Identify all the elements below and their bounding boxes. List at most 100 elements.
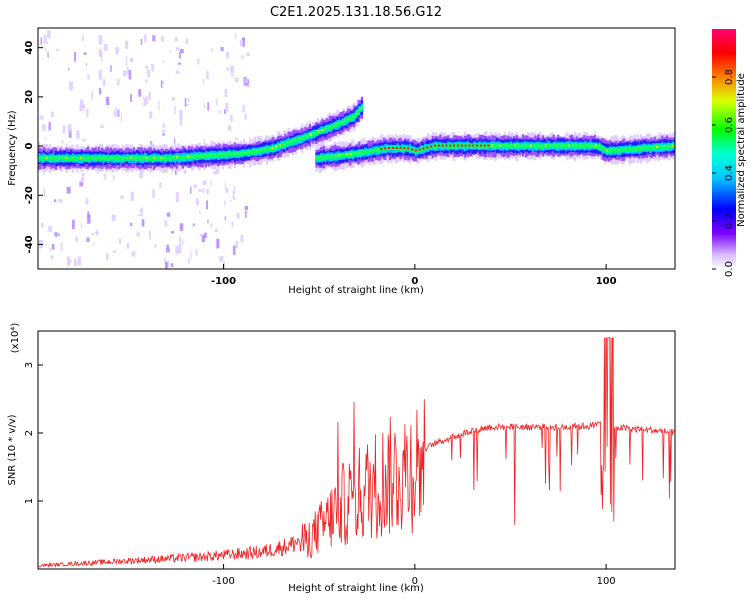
ridge-core — [460, 144, 463, 147]
ridge-core — [445, 144, 448, 147]
ridge-core — [145, 156, 148, 159]
noise-speck — [48, 225, 52, 232]
ridge-core — [38, 156, 40, 159]
ridge-cell — [430, 145, 433, 150]
ridge-core — [464, 144, 467, 147]
ridge-cell — [390, 145, 393, 150]
colorbar-tick-label: 0.2 — [724, 213, 735, 229]
ridge-core — [202, 154, 205, 157]
ridge-core — [560, 144, 563, 147]
y-tick-label: 2 — [24, 430, 35, 436]
ridge-core — [384, 147, 387, 150]
ridge-cell — [307, 133, 310, 138]
ridge-cell — [323, 156, 326, 161]
ridge-core — [541, 144, 544, 147]
ridge-core — [99, 156, 102, 159]
ridge-cell — [673, 144, 675, 149]
noise-speck — [247, 83, 250, 88]
ridge-cell — [339, 153, 343, 159]
ridge-core — [510, 144, 513, 147]
noise-speck — [242, 37, 246, 47]
noise-speck — [179, 49, 184, 54]
noise-speck — [129, 57, 134, 63]
ridge-cell — [355, 151, 358, 157]
noise-speck — [44, 137, 47, 140]
noise-speck — [224, 216, 227, 221]
ridge-cell — [436, 143, 439, 149]
ridge-cell — [68, 156, 71, 162]
figure-title: C2E1.2025.131.18.56.G12 — [270, 5, 442, 20]
noise-speck — [144, 98, 148, 103]
ridge-core — [491, 144, 494, 147]
ridge-cell — [321, 129, 324, 133]
noise-speck — [105, 253, 109, 261]
ridge-cell — [606, 149, 609, 154]
noise-speck — [147, 69, 151, 78]
noise-speck — [198, 210, 201, 214]
ridge-core — [53, 156, 56, 159]
ridge-cell — [85, 156, 88, 161]
ridge-cell — [322, 127, 325, 133]
ridge-cell — [276, 144, 279, 149]
spectrogram-x-ticks: -100 0 100 — [211, 264, 617, 287]
ridge-core — [587, 144, 590, 147]
ridge-cell — [230, 152, 234, 158]
noise-speck — [77, 256, 82, 266]
ridge-cell — [220, 152, 223, 157]
noise-speck — [195, 249, 198, 256]
noise-speck — [68, 260, 72, 263]
ridge-core — [103, 156, 106, 159]
ridge-cell — [573, 142, 577, 148]
ridge-core — [629, 147, 632, 150]
noise-speck — [159, 182, 162, 188]
ridge-core — [248, 150, 251, 153]
noise-speck — [105, 96, 110, 106]
noise-speck — [163, 258, 166, 263]
noise-speck — [235, 241, 239, 249]
noise-speck — [144, 65, 149, 69]
noise-speck — [98, 69, 102, 80]
ridge-cell — [97, 155, 100, 161]
ridge-core — [179, 156, 182, 159]
ridge-cell — [509, 144, 512, 150]
ridge-core — [468, 144, 471, 147]
ridge-cell — [612, 147, 615, 154]
noise-speck — [166, 169, 168, 173]
noise-speck — [82, 138, 86, 142]
ridge-core — [210, 154, 213, 157]
ridge-cell — [288, 140, 292, 146]
noise-speck — [166, 260, 170, 268]
noise-speck — [206, 71, 209, 80]
ridge-cell — [474, 143, 477, 148]
ridge-cell — [589, 143, 592, 149]
noise-speck — [184, 98, 187, 107]
noise-speck — [126, 243, 130, 249]
ridge-core — [483, 144, 486, 147]
ridge-cell — [622, 147, 626, 152]
ridge-cell — [593, 144, 597, 149]
ridge-cell — [569, 144, 572, 149]
ridge-cell — [337, 121, 341, 127]
noise-speck — [183, 169, 187, 174]
ridge-core — [305, 134, 308, 137]
noise-speck — [111, 214, 116, 222]
ridge-core — [617, 148, 620, 151]
ridge-core — [418, 148, 421, 151]
ridge-core — [225, 153, 228, 156]
ridge-cell — [385, 146, 388, 151]
noise-speck — [225, 187, 229, 193]
ridge-core — [72, 156, 75, 159]
x-tick-label: 0 — [412, 576, 418, 587]
ridge-cell — [535, 143, 538, 148]
ridge-core — [290, 140, 293, 143]
ridge-cell — [367, 149, 370, 154]
ridge-core — [187, 155, 190, 158]
ridge-cell — [181, 155, 185, 161]
ridge-core — [252, 150, 255, 153]
ridge-core — [449, 144, 452, 147]
ridge-core — [644, 146, 647, 149]
ridge-core — [76, 156, 79, 159]
ridge-core — [472, 144, 475, 147]
ridge-core — [324, 127, 327, 130]
noise-speck — [162, 80, 164, 86]
